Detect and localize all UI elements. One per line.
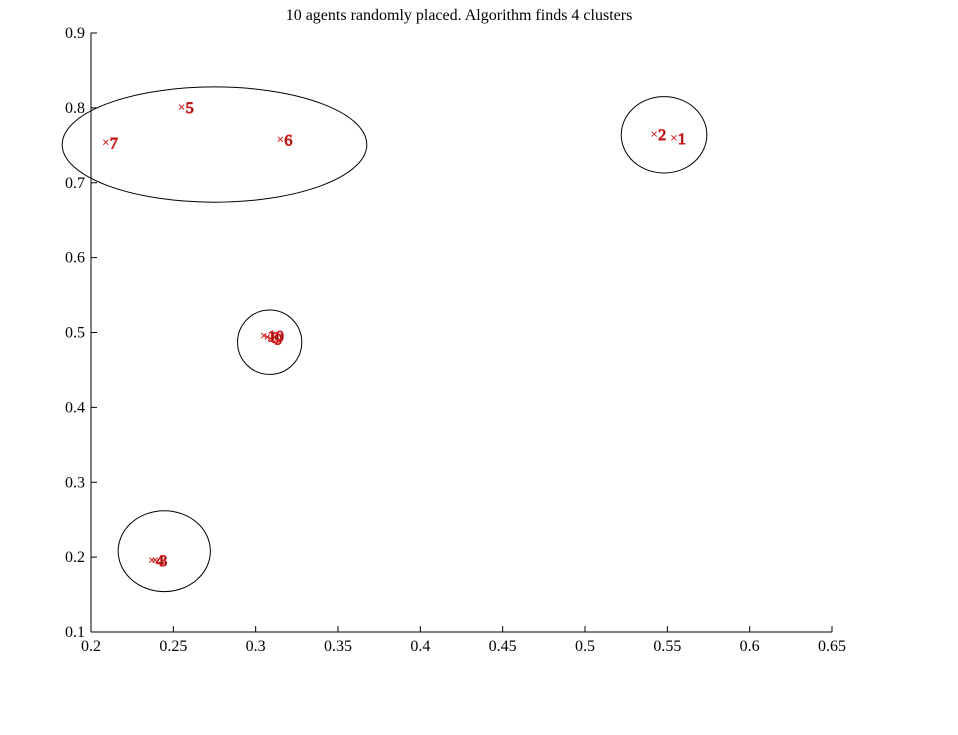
cluster-ellipse [620,96,708,174]
x-tick-label: 0.4 [410,638,430,655]
x-tick-label: 0.55 [653,638,681,655]
x-marker [267,335,274,342]
y-tick-label: 0.6 [65,250,85,267]
point-label: 3 [159,553,167,570]
x-marker [671,134,677,141]
x-marker [651,131,658,137]
x-tick-label: 0.5 [575,638,595,655]
y-tick-label: 0.7 [65,175,85,192]
x-tick-label: 0.25 [159,638,187,655]
x-tick-label: 0.45 [489,638,517,655]
cluster-ellipse [237,309,303,375]
point-label: 6 [284,132,292,149]
y-tick-label: 0.8 [65,100,85,117]
point-label: 4 [156,553,164,570]
x-marker [277,136,284,143]
axes: 0.2 0.25 0.3 0.35 0.4 0.45 0.5 0.55 0.6 0.650.10.… [65,25,846,655]
x-marker [149,557,155,563]
data-point: 8 [264,329,280,347]
cluster-ellipse [61,86,368,203]
y-tick-label: 0.4 [65,399,85,416]
y-tick-label: 0.1 [65,624,85,641]
y-tick-label: 0.2 [65,549,85,566]
x-tick-label: 0.2 [81,638,101,655]
data-point: 2 [651,127,667,145]
x-tick-label: 0.3 [246,638,266,655]
x-marker [264,334,271,340]
x-marker [261,332,267,339]
data-point: 4 [149,553,164,571]
y-tick-label: 0.5 [65,325,85,342]
data-point: 10 [261,328,284,346]
data-point: 1 [671,130,686,148]
point-label: 2 [658,127,666,144]
point-label: 8 [271,330,279,347]
x-tick-label: 0.6 [740,638,760,655]
point-label: 9 [274,331,282,348]
data-point: 5 [178,100,194,118]
data-point: 9 [267,331,283,349]
x-marker [178,104,185,110]
data-point: 7 [102,135,118,153]
cluster-ellipse [117,510,211,593]
x-tick-label: 0.65 [818,638,846,655]
point-label: 5 [186,100,194,117]
point-label: 1 [678,131,686,148]
x-marker [102,139,109,146]
chart-title: 10 agents randomly placed. Algorithm fin… [286,7,633,24]
x-tick-label: 0.35 [324,638,352,655]
cluster-ellipses [61,86,708,593]
y-tick-label: 0.3 [65,474,85,491]
y-tick-label: 0.9 [65,25,85,42]
point-label: 10 [268,328,284,345]
point-label: 7 [110,135,118,152]
data-point: 6 [277,132,293,150]
